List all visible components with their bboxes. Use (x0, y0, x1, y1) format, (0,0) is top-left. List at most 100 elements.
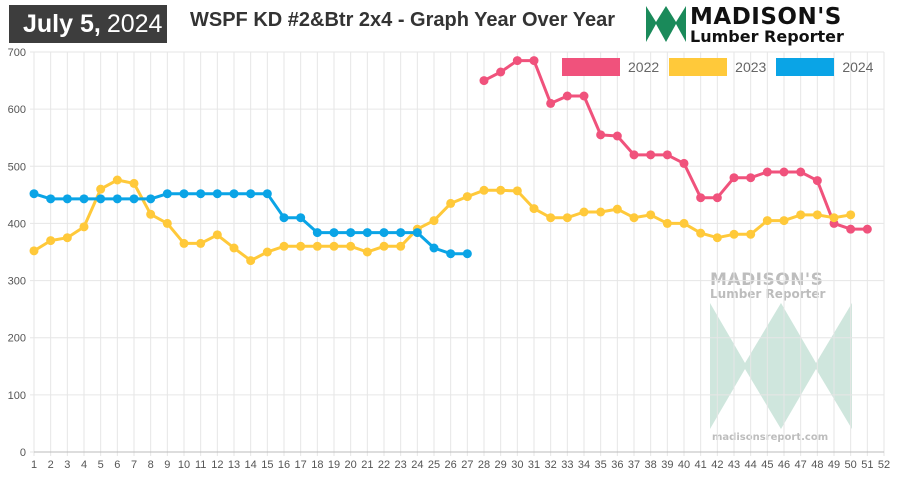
data-point-2023[interactable] (346, 241, 356, 251)
data-point-2022[interactable] (579, 91, 589, 101)
data-point-2023[interactable] (329, 241, 339, 251)
data-point-2023[interactable] (179, 238, 189, 248)
data-point-2024[interactable] (312, 228, 322, 238)
data-point-2022[interactable] (812, 176, 822, 186)
data-point-2023[interactable] (696, 228, 706, 238)
data-point-2022[interactable] (846, 224, 856, 234)
data-point-2024[interactable] (279, 213, 289, 223)
data-point-2024[interactable] (379, 228, 389, 238)
data-point-2022[interactable] (796, 167, 806, 177)
data-point-2024[interactable] (129, 194, 139, 204)
data-point-2024[interactable] (196, 189, 206, 199)
data-point-2023[interactable] (229, 243, 239, 253)
data-point-2023[interactable] (496, 185, 506, 195)
data-point-2022[interactable] (646, 150, 656, 160)
data-point-2022[interactable] (629, 150, 639, 160)
data-point-2023[interactable] (312, 241, 322, 251)
data-point-2022[interactable] (596, 130, 606, 140)
data-point-2023[interactable] (796, 210, 806, 220)
data-point-2022[interactable] (779, 167, 789, 177)
data-point-2023[interactable] (129, 178, 139, 188)
data-point-2022[interactable] (529, 56, 539, 66)
legend-item-2024[interactable]: 2024 (776, 58, 873, 76)
data-point-2022[interactable] (479, 76, 489, 86)
data-point-2022[interactable] (496, 67, 506, 77)
data-point-2023[interactable] (529, 204, 539, 214)
data-point-2024[interactable] (146, 194, 156, 204)
data-point-2023[interactable] (646, 210, 656, 220)
data-point-2024[interactable] (229, 189, 239, 199)
data-point-2023[interactable] (762, 216, 772, 226)
data-point-2023[interactable] (196, 238, 206, 248)
data-point-2023[interactable] (362, 247, 372, 257)
data-point-2023[interactable] (146, 209, 156, 219)
data-point-2023[interactable] (79, 222, 89, 232)
data-point-2024[interactable] (212, 189, 222, 199)
data-point-2022[interactable] (729, 173, 739, 183)
legend-item-2022[interactable]: 2022 (562, 58, 659, 76)
data-point-2022[interactable] (712, 193, 722, 203)
data-point-2023[interactable] (596, 207, 606, 217)
data-point-2022[interactable] (762, 167, 772, 177)
data-point-2023[interactable] (746, 229, 756, 239)
data-point-2023[interactable] (462, 192, 472, 202)
data-point-2022[interactable] (612, 131, 622, 141)
data-point-2023[interactable] (96, 184, 106, 194)
data-point-2023[interactable] (546, 213, 556, 223)
data-point-2022[interactable] (562, 91, 572, 101)
data-point-2024[interactable] (96, 194, 106, 204)
data-point-2023[interactable] (62, 233, 72, 243)
data-point-2023[interactable] (29, 246, 39, 256)
data-point-2023[interactable] (296, 241, 306, 251)
data-point-2023[interactable] (612, 204, 622, 214)
data-point-2023[interactable] (712, 233, 722, 243)
data-point-2024[interactable] (412, 228, 422, 238)
data-point-2023[interactable] (112, 175, 122, 185)
data-point-2022[interactable] (546, 98, 556, 108)
data-point-2024[interactable] (246, 189, 256, 199)
data-point-2023[interactable] (812, 210, 822, 220)
data-point-2023[interactable] (46, 236, 56, 246)
data-point-2024[interactable] (429, 243, 439, 253)
data-point-2024[interactable] (62, 194, 72, 204)
data-point-2024[interactable] (362, 228, 372, 238)
data-point-2024[interactable] (162, 189, 172, 199)
data-point-2024[interactable] (329, 228, 339, 238)
data-point-2023[interactable] (512, 186, 522, 196)
data-point-2023[interactable] (562, 213, 572, 223)
data-point-2023[interactable] (262, 247, 272, 257)
data-point-2024[interactable] (79, 194, 89, 204)
data-point-2023[interactable] (446, 198, 456, 208)
data-point-2022[interactable] (679, 158, 689, 168)
data-point-2024[interactable] (112, 194, 122, 204)
data-point-2023[interactable] (846, 210, 856, 220)
data-point-2024[interactable] (296, 213, 306, 223)
data-point-2023[interactable] (246, 256, 256, 266)
data-point-2023[interactable] (679, 218, 689, 228)
data-point-2023[interactable] (729, 229, 739, 239)
data-point-2022[interactable] (512, 56, 522, 66)
data-point-2023[interactable] (212, 230, 222, 240)
data-point-2024[interactable] (46, 194, 56, 204)
data-point-2023[interactable] (779, 216, 789, 226)
data-point-2024[interactable] (462, 249, 472, 259)
data-point-2023[interactable] (629, 213, 639, 223)
data-point-2022[interactable] (746, 173, 756, 183)
data-point-2024[interactable] (446, 249, 456, 259)
data-point-2022[interactable] (862, 224, 872, 234)
data-point-2024[interactable] (346, 228, 356, 238)
data-point-2024[interactable] (29, 189, 39, 199)
data-point-2023[interactable] (829, 213, 839, 223)
data-point-2024[interactable] (179, 189, 189, 199)
data-point-2023[interactable] (429, 216, 439, 226)
legend-item-2023[interactable]: 2023 (669, 58, 766, 76)
data-point-2023[interactable] (162, 218, 172, 228)
data-point-2024[interactable] (262, 189, 272, 199)
data-point-2023[interactable] (279, 241, 289, 251)
data-point-2023[interactable] (662, 218, 672, 228)
data-point-2022[interactable] (662, 150, 672, 160)
data-point-2022[interactable] (696, 193, 706, 203)
data-point-2023[interactable] (479, 185, 489, 195)
data-point-2023[interactable] (579, 207, 589, 217)
data-point-2023[interactable] (396, 241, 406, 251)
